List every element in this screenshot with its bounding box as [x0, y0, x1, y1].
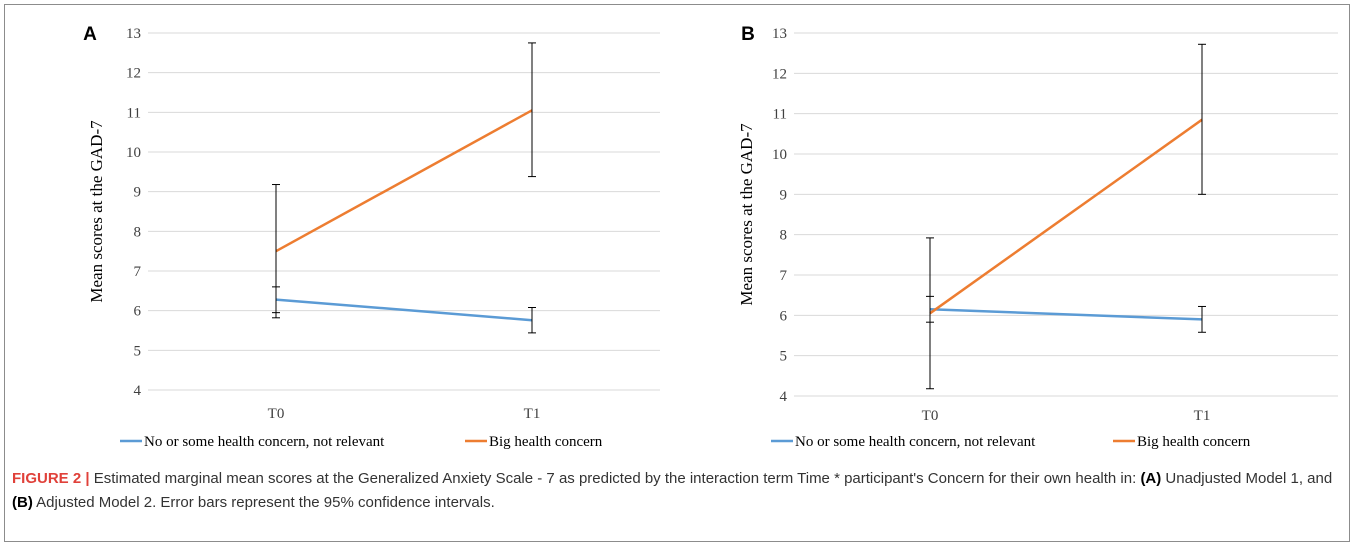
- chart-panel-b: 4 5 6 7 8 9 10 11 12 13 T0 T1 Mean scores at the GAD…: [737, 24, 1338, 450]
- series-line-1: [275, 298, 533, 322]
- y-tick-label: 11: [127, 105, 141, 121]
- series-line-2: [929, 118, 1203, 315]
- caption-text-part-3: Adjusted Model 2. Error bars represent t…: [32, 494, 495, 511]
- y-tick-label: 13: [126, 26, 141, 42]
- figure-frame: [4, 4, 1350, 542]
- y-tick-label: 5: [780, 349, 788, 365]
- x-tick-label: T1: [524, 406, 541, 422]
- caption-bold-a: (A): [1140, 470, 1162, 487]
- y-axis-title: Mean scores at the GAD-7: [87, 120, 106, 303]
- y-tick-label: 9: [780, 187, 788, 203]
- y-tick-label: 7: [780, 268, 788, 284]
- legend-label-1: No or some health concern, not relevant: [795, 434, 1036, 450]
- panel-label: A: [83, 24, 97, 45]
- legend-label-2: Big health concern: [489, 434, 603, 450]
- caption-text-part-2: Unadjusted Model 1, and: [1161, 470, 1333, 487]
- y-tick-label: 6: [780, 308, 788, 324]
- figure-caption: FIGURE 2 | Estimated marginal mean score…: [12, 467, 1342, 515]
- y-tick-label: 6: [134, 304, 142, 320]
- x-tick-label: T0: [922, 408, 939, 424]
- y-tick-label: 7: [134, 264, 142, 280]
- y-tick-label: 10: [772, 147, 787, 163]
- y-tick-label: 12: [126, 66, 141, 82]
- x-tick-label: T1: [1194, 408, 1211, 424]
- caption-figure-label: FIGURE 2 |: [12, 470, 90, 487]
- panel-label: B: [741, 24, 755, 45]
- caption-bold-b: (B): [12, 494, 33, 511]
- legend-label-2: Big health concern: [1137, 434, 1251, 450]
- y-tick-label: 4: [780, 389, 788, 405]
- y-tick-label: 8: [134, 224, 142, 240]
- y-tick-label: 9: [134, 185, 142, 201]
- y-tick-label: 11: [773, 107, 787, 123]
- y-tick-label: 12: [772, 66, 787, 82]
- y-axis-title: Mean scores at the GAD-7: [737, 123, 756, 306]
- series-line-1: [929, 308, 1203, 321]
- legend-label-1: No or some health concern, not relevant: [144, 434, 385, 450]
- y-tick-label: 13: [772, 26, 787, 42]
- y-tick-label: 8: [780, 228, 788, 244]
- series-line-2: [275, 109, 533, 253]
- y-tick-label: 5: [134, 343, 142, 359]
- y-tick-label: 10: [126, 145, 141, 161]
- chart-panel-a: 4 5 6 7 8 9 10 11 12 13 T0 T1 Mean scores at the GAD…: [83, 24, 660, 450]
- caption-text-part-1: Estimated marginal mean scores at the Ge…: [89, 470, 1141, 487]
- x-tick-label: T0: [268, 406, 285, 422]
- y-tick-label: 4: [134, 383, 142, 399]
